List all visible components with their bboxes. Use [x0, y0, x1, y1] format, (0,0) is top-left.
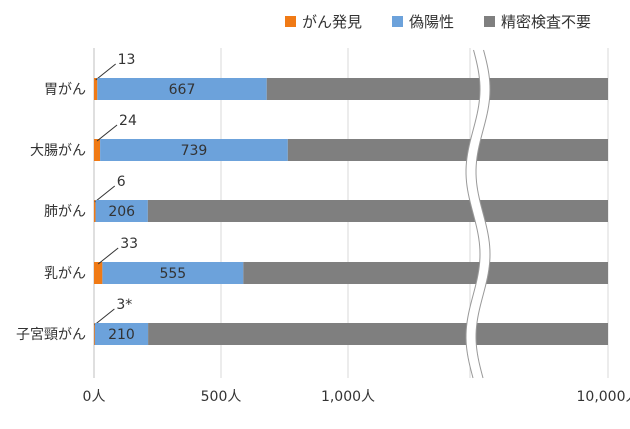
axis-break-band	[466, 50, 490, 378]
bar-segment	[94, 323, 95, 345]
leader-line	[94, 308, 115, 326]
category-label: 肺がん	[44, 204, 86, 220]
legend-swatch-no-further-exam	[484, 16, 496, 27]
legend-swatch-false-positive	[392, 16, 404, 27]
bar-segment	[94, 139, 101, 161]
category-label: 乳がん	[44, 266, 86, 282]
data-label: 210	[108, 327, 135, 343]
leader-line	[94, 185, 116, 203]
legend-label-false-positive: 偽陽性	[409, 13, 455, 31]
bar-segment	[94, 262, 103, 284]
legend-item-no-further-exam: 精密検査不要	[484, 11, 591, 32]
data-label: 6	[117, 174, 126, 190]
bar-segment	[95, 200, 148, 222]
bar-segment	[94, 200, 96, 222]
data-label: 555	[159, 266, 186, 282]
x-tick-label: 1,000人	[321, 389, 375, 405]
bar-segment	[94, 78, 98, 100]
legend-item-cancer-found: がん発見	[285, 11, 362, 32]
bar-segment	[97, 78, 267, 100]
axis-break-edge	[475, 49, 491, 379]
legend-label-cancer-found: がん発見	[302, 13, 363, 31]
bar-segment	[287, 139, 608, 161]
bar-segment	[148, 323, 609, 345]
data-label: 3*	[116, 297, 132, 313]
legend-label-no-further-exam: 精密検査不要	[501, 13, 592, 31]
data-label: 667	[169, 82, 196, 98]
x-tick-label: 10,000人	[577, 389, 630, 405]
data-label: 739	[181, 143, 208, 159]
x-tick-label: 500人	[201, 389, 242, 405]
bar-segment	[266, 78, 608, 100]
data-label: 33	[120, 236, 138, 252]
data-label: 13	[118, 52, 136, 68]
leader-line	[96, 124, 118, 142]
data-label: 24	[119, 113, 137, 129]
bar-segment	[100, 139, 288, 161]
axis-break-edge	[465, 49, 481, 379]
bar-segment	[147, 200, 608, 222]
category-label: 子宮頸がん	[16, 327, 86, 343]
bar-segment	[243, 262, 609, 284]
category-label: 大腸がん	[30, 143, 86, 159]
category-label: 胃がん	[44, 82, 86, 98]
legend: がん発見 偽陽性 精密検査不要	[285, 11, 591, 32]
bar-segment	[102, 262, 244, 284]
x-tick-label: 0人	[83, 389, 106, 405]
data-label: 206	[108, 204, 135, 220]
legend-item-false-positive: 偽陽性	[392, 11, 454, 32]
leader-line	[95, 63, 116, 81]
bar-segment	[94, 323, 149, 345]
legend-swatch-cancer-found	[285, 16, 296, 27]
leader-line	[97, 247, 119, 265]
